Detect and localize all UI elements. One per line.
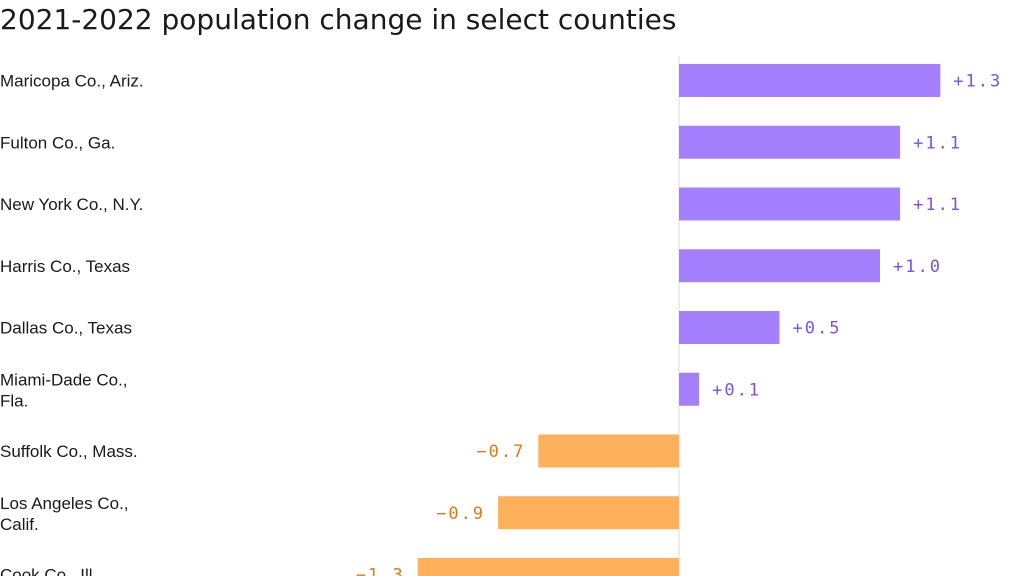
bar <box>417 558 679 576</box>
category-label: New York Co., N.Y. <box>0 195 143 214</box>
value-label: +1.0 <box>893 257 942 277</box>
category-label: Harris Co., Texas <box>0 257 130 276</box>
bar <box>679 187 901 221</box>
category-label: Cook Co., Ill. <box>0 566 97 576</box>
bar <box>498 496 679 530</box>
value-label: +0.5 <box>793 319 842 339</box>
category-label: Los Angeles Co., Calif. <box>0 494 129 534</box>
bar <box>679 64 941 97</box>
bar <box>679 311 780 344</box>
category-label: Fulton Co., Ga. <box>0 133 115 152</box>
value-label: +1.1 <box>913 133 962 153</box>
value-label: +0.1 <box>712 380 761 400</box>
bar <box>538 434 679 468</box>
value-label: +1.3 <box>953 72 1002 92</box>
bar <box>679 249 880 283</box>
value-label: −0.9 <box>436 504 485 524</box>
bar <box>679 125 901 159</box>
value-label: −0.7 <box>476 442 525 462</box>
value-label: −1.3 <box>356 566 405 576</box>
chart-title: 2021-2022 population change in select co… <box>0 3 677 36</box>
bar <box>679 372 700 406</box>
category-label: Suffolk Co., Mass. <box>0 442 138 461</box>
category-label: Maricopa Co., Ariz. <box>0 72 144 91</box>
category-label: Dallas Co., Texas <box>0 319 132 338</box>
value-label: +1.1 <box>913 195 962 215</box>
category-label: Miami-Dade Co., Fla. <box>0 370 128 410</box>
